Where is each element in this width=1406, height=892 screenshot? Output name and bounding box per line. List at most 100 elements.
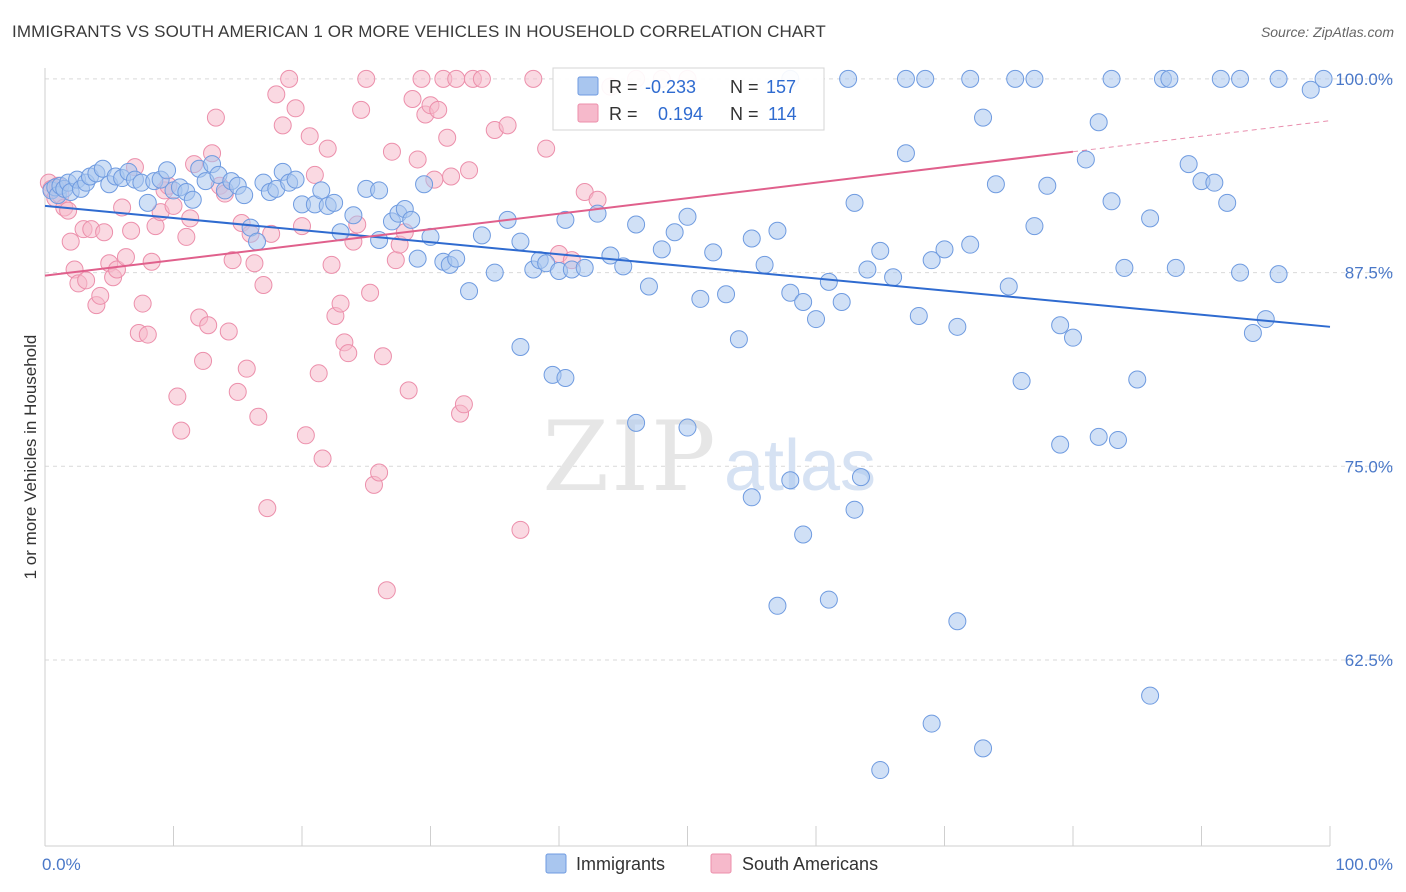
immigrants-point [845, 193, 864, 212]
immigrants-point [916, 69, 935, 88]
south-americans-point [116, 248, 135, 267]
immigrants-point [896, 144, 915, 163]
y-tick-label: 62.5% [1345, 651, 1393, 670]
south-americans-point [322, 255, 341, 274]
south-americans-point [309, 364, 328, 383]
stats-immigrants-n-label: N = [730, 77, 759, 97]
south-americans-point [228, 382, 247, 401]
south-americans-point [352, 100, 371, 119]
stats-south-swatch [577, 103, 599, 123]
immigrants-point [627, 215, 646, 234]
immigrants-point [1179, 155, 1198, 174]
immigrants-point [1051, 435, 1070, 454]
immigrants-point [344, 206, 363, 225]
y-axis-label: 1 or more Vehicles in Household [21, 335, 40, 580]
stats-south-n-label: N = [730, 104, 759, 124]
immigrants-point [896, 69, 915, 88]
immigrants-point [1243, 324, 1262, 343]
stats-south-r-label: R = [609, 104, 638, 124]
y-tick-labels: 100.0% 87.5% 75.0% 62.5% [1335, 70, 1393, 670]
south-americans-point [138, 325, 157, 344]
south-americans-point [377, 581, 396, 600]
immigrants-point [768, 596, 787, 615]
immigrants-point [1314, 69, 1333, 88]
immigrants-point [511, 337, 530, 356]
immigrants-point [472, 226, 491, 245]
axes [44, 68, 1331, 847]
immigrants-point [235, 186, 254, 205]
immigrants-point [755, 255, 774, 274]
y-tick-label: 100.0% [1335, 70, 1393, 89]
immigrants-point [922, 714, 941, 733]
immigrants-point [1108, 430, 1127, 449]
south-americans-point [249, 407, 268, 426]
immigrants-point [1160, 69, 1179, 88]
immigrants-point [248, 232, 267, 251]
immigrants-points [42, 69, 1333, 780]
immigrants-point [871, 241, 890, 260]
immigrants-point [447, 249, 466, 268]
legend-south-swatch [710, 853, 732, 874]
south-americans-point [280, 69, 299, 88]
south-americans-point [262, 224, 281, 243]
x-tick-label: 0.0% [42, 855, 81, 874]
south-americans-point [339, 344, 358, 363]
immigrants-point [1025, 69, 1044, 88]
south-americans-point [305, 165, 324, 184]
south-americans-point [59, 201, 78, 220]
immigrants-point [819, 590, 838, 609]
south-americans-point [537, 139, 556, 158]
south-americans-point [194, 351, 213, 370]
immigrants-point [1166, 258, 1185, 277]
stats-immigrants-r-label: R = [609, 77, 638, 97]
y-tick-label: 75.0% [1345, 457, 1393, 476]
immigrants-point [1115, 258, 1134, 277]
immigrants-point [986, 175, 1005, 194]
south-americans-point [447, 69, 466, 88]
immigrants-point [1025, 217, 1044, 236]
stats-immigrants-n-value: 157 [766, 77, 796, 97]
chart-source: Source: ZipAtlas.com [1260, 24, 1394, 40]
immigrants-point [974, 739, 993, 758]
south-americans-point [370, 463, 389, 482]
south-americans-point [237, 359, 256, 378]
south-americans-point [273, 116, 292, 135]
south-americans-point [133, 294, 152, 313]
immigrants-point [1076, 150, 1095, 169]
immigrants-point [974, 108, 993, 127]
immigrants-point [1102, 69, 1121, 88]
south-americans-point [91, 286, 110, 305]
immigrants-point [460, 282, 479, 301]
immigrants-point [819, 272, 838, 291]
south-americans-point [382, 142, 401, 161]
south-americans-point [454, 395, 473, 414]
immigrants-point [286, 170, 305, 189]
stats-immigrants-r-value: -0.233 [645, 77, 696, 97]
immigrants-point [858, 260, 877, 279]
immigrants-point [639, 277, 658, 296]
south-americans-point [219, 322, 238, 341]
immigrants-point [415, 175, 434, 194]
immigrants-point [1205, 173, 1224, 192]
stats-immigrants-swatch [577, 76, 599, 96]
immigrants-point [138, 193, 157, 212]
immigrants-point [652, 240, 671, 259]
immigrants-point [1089, 113, 1108, 132]
immigrants-point [1301, 80, 1320, 99]
immigrants-point [781, 283, 800, 302]
stats-south-r-value: 0.194 [658, 104, 703, 124]
immigrants-point [325, 193, 344, 212]
immigrants-point [1269, 265, 1288, 284]
immigrants-point [1141, 686, 1160, 705]
immigrants-point [1064, 328, 1082, 347]
immigrants-point [794, 525, 813, 544]
immigrants-point [794, 293, 813, 312]
immigrants-point [370, 181, 389, 200]
immigrants-point [845, 500, 864, 519]
immigrants-point [691, 289, 710, 308]
south-americans-point [361, 283, 380, 302]
immigrants-point [742, 229, 761, 248]
immigrants-point [717, 285, 736, 304]
immigrants-point [614, 257, 633, 276]
